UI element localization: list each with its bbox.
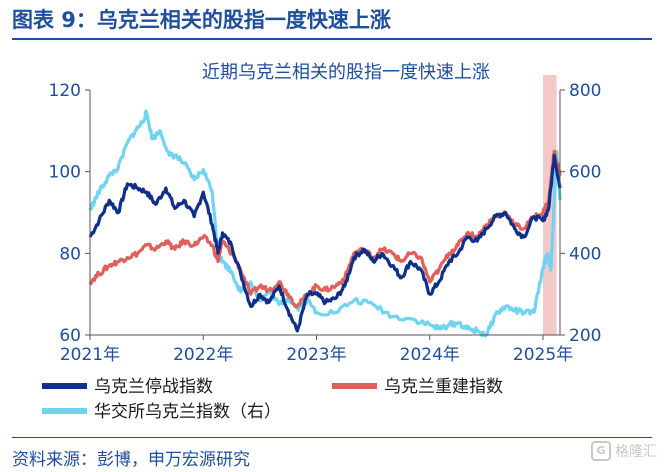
figure-title: 图表 9：乌克兰相关的股指一度快速上涨	[12, 8, 391, 32]
left-tick-label: 60	[59, 326, 81, 346]
source-note: 资料来源：彭博，申万宏源研究	[12, 450, 250, 470]
right-tick-label: 800	[569, 81, 601, 101]
series-line-2	[88, 149, 562, 309]
watermark: G 格隆汇	[591, 441, 657, 461]
series-line-1	[88, 153, 562, 333]
x-tick-label: 2025年	[513, 345, 573, 365]
watermark-logo-icon: G	[591, 441, 611, 461]
source-divider	[12, 437, 652, 438]
legend-label-1: 乌克兰停战指数	[94, 377, 213, 397]
line-chart: 近期乌克兰相关的股指一度快速上涨 60 80 100 120 200 400 600 800 2…	[42, 62, 601, 422]
title-divider	[12, 38, 652, 40]
right-tick-label: 600	[569, 163, 601, 183]
watermark-text: 格隆汇	[615, 444, 657, 460]
left-tick-label: 120	[49, 81, 81, 101]
legend-label-3: 华交所乌克兰指数（右）	[94, 402, 281, 422]
x-tick-label: 2022年	[173, 345, 233, 365]
legend-label-2: 乌克兰重建指数	[384, 377, 503, 397]
chart-title: 近期乌克兰相关的股指一度快速上涨	[202, 62, 490, 83]
x-tick-label: 2024年	[400, 345, 460, 365]
right-tick-label: 200	[569, 326, 601, 346]
left-tick-label: 80	[59, 244, 81, 264]
x-tick-label: 2023年	[286, 345, 346, 365]
left-tick-label: 100	[49, 163, 81, 183]
x-tick-label: 2021年	[60, 345, 120, 365]
right-tick-label: 400	[569, 244, 601, 264]
